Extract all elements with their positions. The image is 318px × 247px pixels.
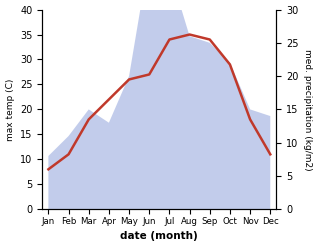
X-axis label: date (month): date (month) (121, 231, 198, 242)
Y-axis label: med. precipitation (kg/m2): med. precipitation (kg/m2) (303, 49, 313, 170)
Y-axis label: max temp (C): max temp (C) (5, 78, 15, 141)
